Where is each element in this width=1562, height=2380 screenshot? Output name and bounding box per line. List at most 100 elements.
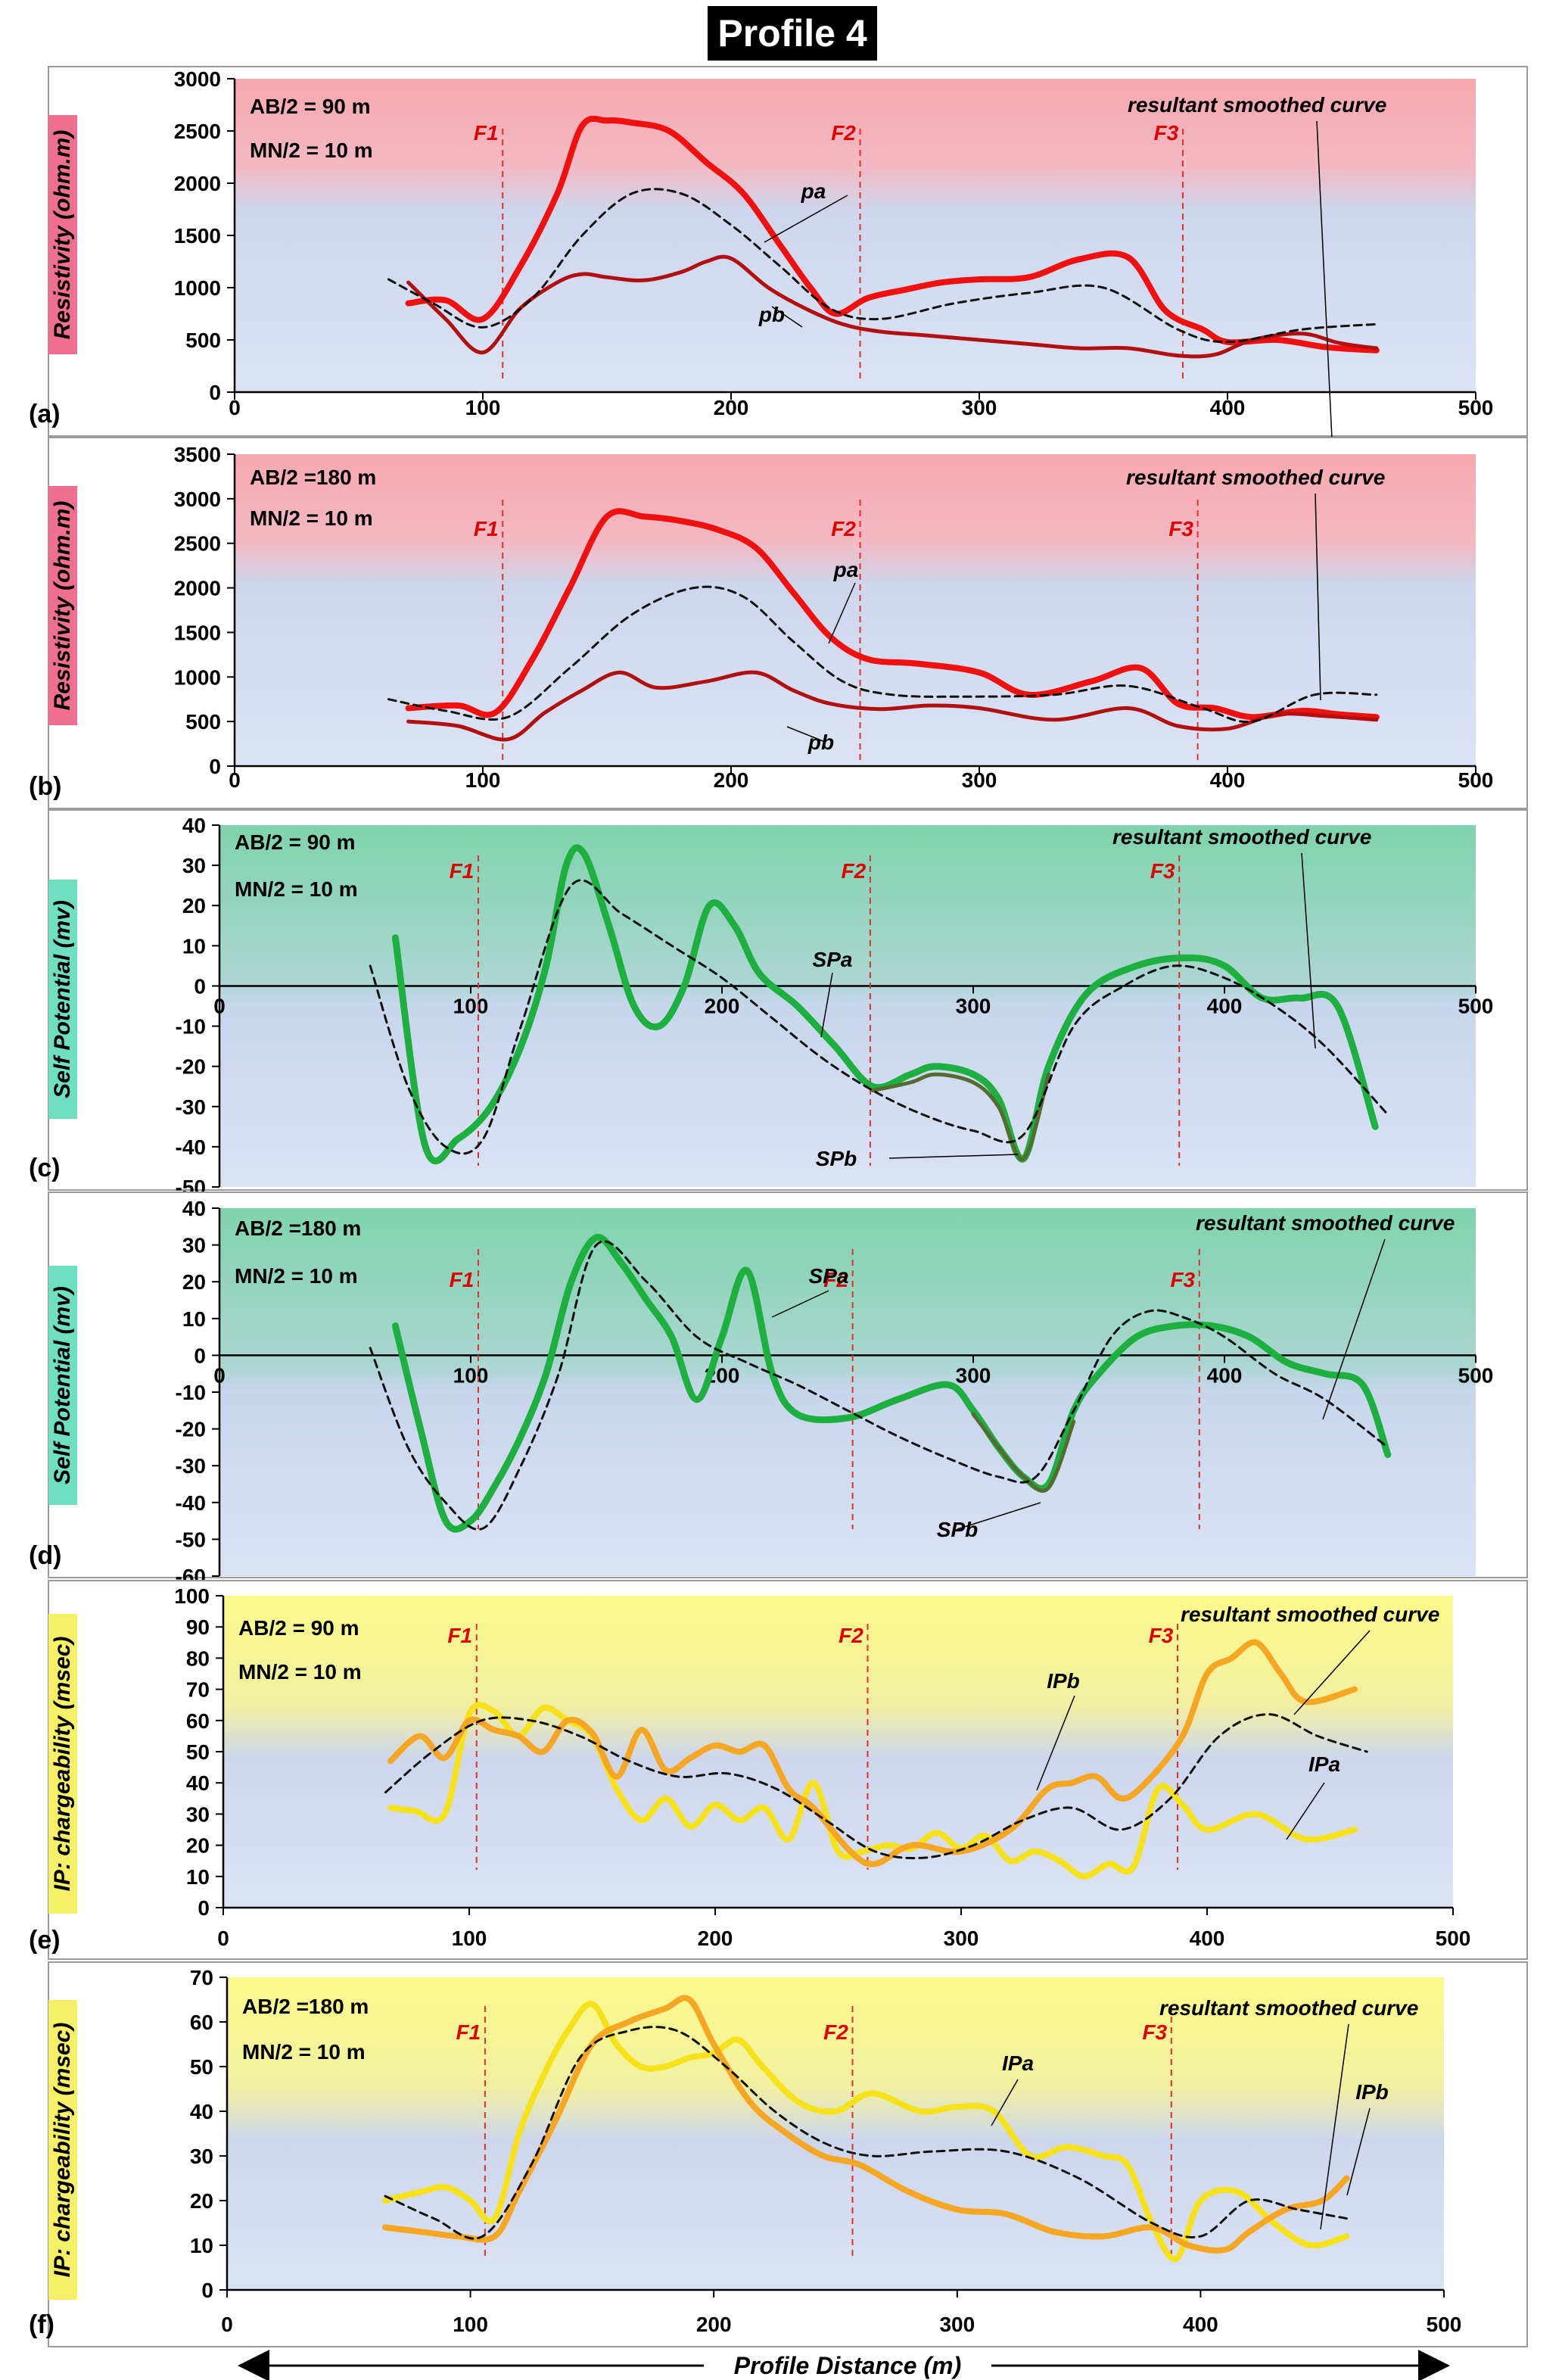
x-tick-label: 0 [229, 768, 241, 792]
x-tick-label: 400 [1183, 2313, 1218, 2336]
y-tick-label: 0 [194, 1344, 206, 1367]
x-tick-label: 300 [956, 994, 991, 1017]
fault-label-f1: F1 [456, 2020, 481, 2044]
y-tick-label: -30 [176, 1095, 206, 1119]
survey-parameter: MN/2 = 10 m [242, 2040, 366, 2064]
smoothed-curve-leader [1293, 1630, 1371, 1715]
series-line-spb [870, 1072, 1051, 1161]
x-tick-label: 500 [1427, 2313, 1462, 2336]
series-line-spb [971, 1412, 1076, 1493]
panel-label: (a) [29, 400, 61, 428]
y-tick-label: -40 [176, 1135, 206, 1159]
fault-label-f3: F3 [1168, 517, 1193, 540]
y-tick-label: 30 [182, 854, 206, 877]
y-tick-label: 40 [186, 1771, 210, 1795]
series-annotation: SPb [937, 1518, 978, 1541]
smoothed-curve-leader [1320, 2023, 1349, 2230]
y-tick-label: 10 [182, 1307, 206, 1331]
series-annotation: pa [801, 179, 826, 203]
y-tick-label: 40 [190, 2100, 213, 2123]
y-tick-label: 40 [182, 1197, 206, 1220]
series-line-resultant-smoothed-curve [384, 2026, 1348, 2240]
y-tick-label: 100 [174, 1584, 210, 1608]
smoothed-curve-label: resultant smoothed curve [1159, 1996, 1418, 2020]
annotation-leader [888, 1154, 1019, 1159]
survey-parameter: MN/2 = 10 m [250, 139, 373, 162]
x-tick-label: 100 [465, 768, 501, 792]
y-axis-label: Resistivity (ohm.m) [50, 130, 75, 340]
survey-parameter: MN/2 = 10 m [235, 1264, 358, 1288]
fault-label-f2: F2 [842, 859, 867, 883]
y-tick-label: 40 [182, 814, 206, 837]
survey-parameter: AB/2 =180 m [235, 1216, 361, 1240]
x-tick-label: 0 [213, 994, 226, 1017]
y-tick-label: 60 [190, 2011, 213, 2034]
survey-parameter: AB/2 =180 m [242, 1995, 369, 2018]
x-tick-label: 200 [705, 994, 740, 1017]
y-tick-label: 500 [185, 710, 221, 734]
fault-label-f2: F2 [831, 121, 856, 145]
y-tick-label: -30 [176, 1454, 206, 1478]
series-annotation: SPb [816, 1147, 857, 1170]
x-tick-label: 100 [453, 2313, 488, 2336]
smoothed-curve-label: resultant smoothed curve [1196, 1211, 1455, 1235]
panel-f: 0 10 20 30 40 50 60 70 0 100 200 300 400 500 IP: charg… [29, 1961, 1528, 2347]
series-line-pa [405, 508, 1380, 721]
series-line-resultant-smoothed-curve [384, 1713, 1368, 1860]
x-tick-label: 500 [1458, 1363, 1494, 1387]
series-annotation: pb [758, 303, 785, 326]
smoothed-curve-label: resultant smoothed curve [1112, 825, 1371, 849]
smoothed-curve-label: resultant smoothed curve [1181, 1603, 1439, 1626]
series-annotation: pa [833, 558, 859, 581]
y-tick-label: 20 [182, 1270, 206, 1294]
smoothed-curve-leader [1316, 120, 1333, 440]
y-tick-label: 70 [190, 1966, 213, 1989]
y-tick-label: 20 [186, 1834, 210, 1858]
y-tick-label: 20 [190, 2189, 213, 2213]
series-annotation: IPa [1002, 2051, 1034, 2075]
y-tick-label: -20 [176, 1418, 206, 1441]
series-line-ipb [382, 1995, 1350, 2254]
x-tick-label: 0 [217, 1927, 229, 1950]
survey-parameter: AB/2 = 90 m [250, 95, 371, 118]
y-tick-label: 3000 [174, 67, 221, 91]
fault-label-f1: F1 [474, 121, 499, 145]
y-axis-label-highlight [48, 486, 77, 725]
annotation-leader [1036, 1695, 1075, 1791]
y-tick-label: -50 [176, 1528, 206, 1551]
fault-label-f1: F1 [474, 517, 499, 540]
y-tick-label: 30 [186, 1802, 210, 1826]
annotation-leader [1286, 1782, 1325, 1840]
x-tick-label: 0 [213, 1363, 226, 1387]
x-axis-title: Profile Distance (m) [734, 2352, 962, 2379]
panel-label: (c) [29, 1154, 61, 1182]
y-axis-label: Self Potential (mv) [50, 900, 75, 1098]
x-tick-label: 500 [1458, 396, 1494, 419]
series-line-ipa [382, 2001, 1350, 2263]
y-tick-label: 2000 [174, 577, 221, 600]
y-axis-label: Resistivity (ohm.m) [50, 501, 75, 711]
series-annotation: IPb [1355, 2080, 1389, 2104]
survey-parameter: AB/2 = 90 m [238, 1616, 359, 1640]
x-tick-label: 300 [962, 396, 997, 419]
series-line-spa [391, 1234, 1392, 1533]
fault-label-f2: F2 [831, 517, 856, 540]
y-tick-label: 30 [190, 2145, 213, 2168]
fault-label-f3: F3 [1150, 859, 1175, 883]
y-tick-label: 1500 [174, 621, 221, 644]
series-line-spa [391, 844, 1379, 1165]
series-line-pb [406, 254, 1379, 359]
y-tick-label: -10 [176, 1015, 206, 1039]
x-tick-label: 500 [1436, 1927, 1471, 1950]
y-tick-label: 20 [182, 894, 206, 917]
y-tick-label: 50 [190, 2055, 213, 2079]
fault-label-f3: F3 [1142, 2020, 1167, 2044]
series-line-ipb [387, 1639, 1358, 1868]
y-axis-label: IP: chargeability (msec) [50, 1637, 75, 1892]
series-line-pa [405, 115, 1380, 354]
annotation-leader [771, 1290, 829, 1318]
figure-title: Profile 4 [708, 6, 877, 61]
series-line-resultant-smoothed-curve [369, 879, 1389, 1155]
y-tick-label: 90 [186, 1615, 210, 1639]
